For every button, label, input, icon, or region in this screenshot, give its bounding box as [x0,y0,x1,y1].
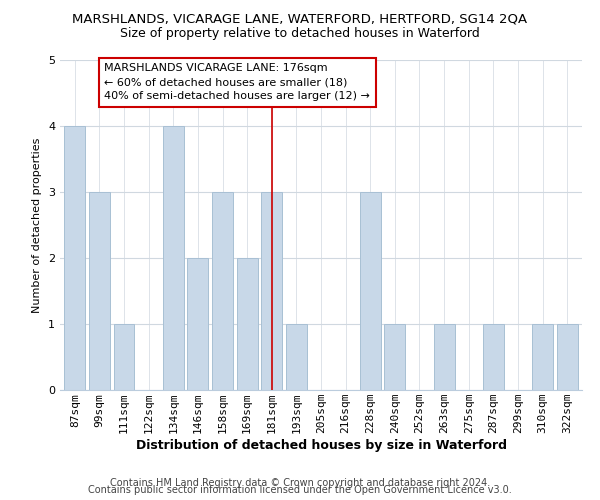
Bar [236,258,257,390]
Bar [385,324,406,390]
Bar [532,324,553,390]
X-axis label: Distribution of detached houses by size in Waterford: Distribution of detached houses by size … [136,439,506,452]
Y-axis label: Number of detached properties: Number of detached properties [32,138,43,312]
Text: Size of property relative to detached houses in Waterford: Size of property relative to detached ho… [120,28,480,40]
Text: MARSHLANDS, VICARAGE LANE, WATERFORD, HERTFORD, SG14 2QA: MARSHLANDS, VICARAGE LANE, WATERFORD, HE… [73,12,527,26]
Bar [212,192,233,390]
Bar [483,324,504,390]
Text: Contains public sector information licensed under the Open Government Licence v3: Contains public sector information licen… [88,485,512,495]
Bar [187,258,208,390]
Bar [261,192,282,390]
Bar [113,324,134,390]
Bar [89,192,110,390]
Text: Contains HM Land Registry data © Crown copyright and database right 2024.: Contains HM Land Registry data © Crown c… [110,478,490,488]
Bar [434,324,455,390]
Bar [360,192,381,390]
Bar [64,126,85,390]
Bar [286,324,307,390]
Bar [163,126,184,390]
Bar [557,324,578,390]
Text: MARSHLANDS VICARAGE LANE: 176sqm
← 60% of detached houses are smaller (18)
40% o: MARSHLANDS VICARAGE LANE: 176sqm ← 60% o… [104,64,370,102]
